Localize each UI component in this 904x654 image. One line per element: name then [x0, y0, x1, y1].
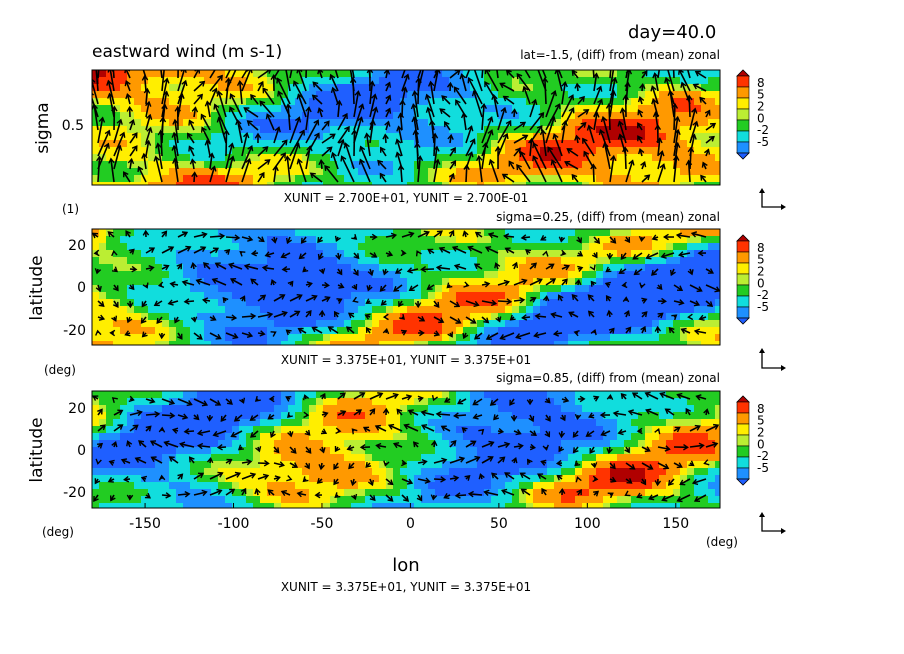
panel-1-ytick-0: 0 [77, 280, 86, 296]
colorbar-tick-label: -2 [757, 288, 769, 302]
colorbar-tick-label: -5 [757, 461, 769, 475]
colorbar-tick-label: 8 [757, 241, 765, 255]
colorbar-tick-label: 5 [757, 253, 765, 267]
panel-2-vectors [92, 391, 720, 503]
panel-2-ytick-0: 0 [77, 443, 86, 459]
panel-vertical-section: lat=-1.5, (diff) from (mean) zonal sigma… [33, 48, 786, 216]
panel-2-ytick-m20: -20 [63, 485, 86, 501]
panel-1-ytick-m20: -20 [63, 323, 86, 339]
x-tick-label: -150 [129, 516, 161, 532]
colorbar-tick-label: -2 [757, 449, 769, 463]
panel-1-y-unit: (deg) [44, 363, 76, 377]
day-label: day=40.0 [628, 22, 716, 43]
panel-2-unit-vector-icon [759, 512, 786, 534]
colorbar-tick-label: 2 [757, 426, 765, 440]
colorbar-tick-label: 0 [757, 111, 765, 125]
panel-2-unit-text: XUNIT = 3.375E+01, YUNIT = 3.375E+01 [281, 580, 531, 594]
panel-0-unit-text: XUNIT = 2.700E+01, YUNIT = 2.700E-01 [284, 191, 529, 205]
panel-1-ytick-20: 20 [68, 238, 86, 254]
panel-2-x-axis: -150 -100 -50 0 50 100 150 [129, 503, 689, 532]
panel-1-unit-vector-icon [759, 348, 786, 371]
panel-1-vectors [92, 229, 720, 341]
colorbar-tick-label: -5 [757, 300, 769, 314]
x-tick-label: 50 [490, 516, 508, 532]
figure-title: eastward wind (m s-1) [92, 42, 282, 62]
panel-1-subtitle: sigma=0.25, (diff) from (mean) zonal [496, 210, 720, 224]
panel-0-ylabel: sigma [33, 102, 53, 153]
panel-0-frame [91, 69, 721, 186]
panel-2-xlabel: lon [392, 555, 419, 576]
colorbar-tick-label: 0 [757, 437, 765, 451]
panel-1-unit-text: XUNIT = 3.375E+01, YUNIT = 3.375E+01 [281, 353, 531, 367]
colorbar-tick-label: 8 [757, 76, 765, 90]
colorbar-tick-label: 5 [757, 88, 765, 102]
colorbar-tick-label: 8 [757, 402, 765, 416]
colorbar-tick-label: 0 [757, 276, 765, 290]
panel-0-ytick-label: 0.5 [62, 118, 84, 134]
x-tick-label: -100 [218, 516, 250, 532]
panel-2-ytick-20: 20 [68, 401, 86, 417]
panel-2-ylabel: latitude [27, 417, 47, 482]
x-tick-label: -50 [311, 516, 334, 532]
panel-0-unit-vector-icon [759, 188, 786, 210]
x-tick-label: 0 [406, 516, 415, 532]
panel-0-subtitle: lat=-1.5, (diff) from (mean) zonal [520, 48, 720, 62]
panel-2-x-unit: (deg) [706, 535, 738, 549]
colorbar-tick-label: 5 [757, 414, 765, 428]
panel-sigma-0-85: sigma=0.85, (diff) from (mean) zonal lat… [27, 371, 786, 594]
x-tick-label: 150 [662, 516, 689, 532]
panel-sigma-0-25: sigma=0.25, (diff) from (mean) zonal lat… [27, 210, 786, 377]
panel-2-y-unit: (deg) [42, 525, 74, 539]
panel-1-ylabel: latitude [27, 255, 47, 320]
panel-1-frame [91, 228, 721, 346]
panel-0-vectors [92, 70, 717, 183]
colorbar-tick-label: -2 [757, 123, 769, 137]
colorbar-tick-label: 2 [757, 100, 765, 114]
x-tick-label: 100 [574, 516, 601, 532]
colorbar-tick-label: 2 [757, 265, 765, 279]
colorbar-tick-label: -5 [757, 135, 769, 149]
panel-2-subtitle: sigma=0.85, (diff) from (mean) zonal [496, 371, 720, 385]
panel-2-frame [91, 390, 721, 509]
panel-0-y-unit: (1) [62, 202, 79, 216]
